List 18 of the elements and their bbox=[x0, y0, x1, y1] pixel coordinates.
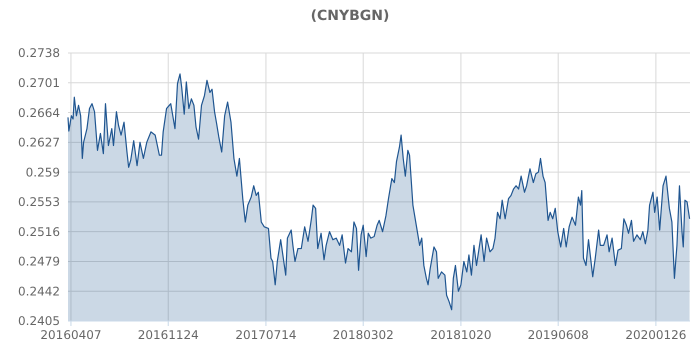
y-tick-label: 0.2627 bbox=[18, 136, 60, 150]
y-tick-label: 0.2516 bbox=[18, 224, 60, 239]
y-tick-label: 0.2738 bbox=[18, 46, 60, 60]
x-tick-label: 20200126 bbox=[625, 328, 686, 342]
y-tick-label: 0.2664 bbox=[18, 106, 60, 120]
x-tick-label: 20160407 bbox=[40, 328, 102, 342]
x-tick-label: 20190608 bbox=[528, 328, 589, 342]
y-tick-label: 0.2479 bbox=[18, 254, 60, 269]
x-tick-label: 20170714 bbox=[235, 328, 296, 342]
y-tick-label: 0.2701 bbox=[18, 76, 60, 90]
x-tick-label: 20181020 bbox=[430, 328, 492, 342]
x-tick-label: 20161124 bbox=[138, 328, 199, 342]
x-tick-label: 20180302 bbox=[332, 328, 394, 342]
y-tick-label: 0.2442 bbox=[18, 284, 60, 298]
y-tick-label: 0.259 bbox=[26, 165, 60, 180]
chart-title: (CNYBGN) bbox=[310, 8, 390, 24]
y-tick-label: 0.2405 bbox=[18, 314, 60, 328]
y-tick-label: 0.2553 bbox=[18, 195, 60, 210]
